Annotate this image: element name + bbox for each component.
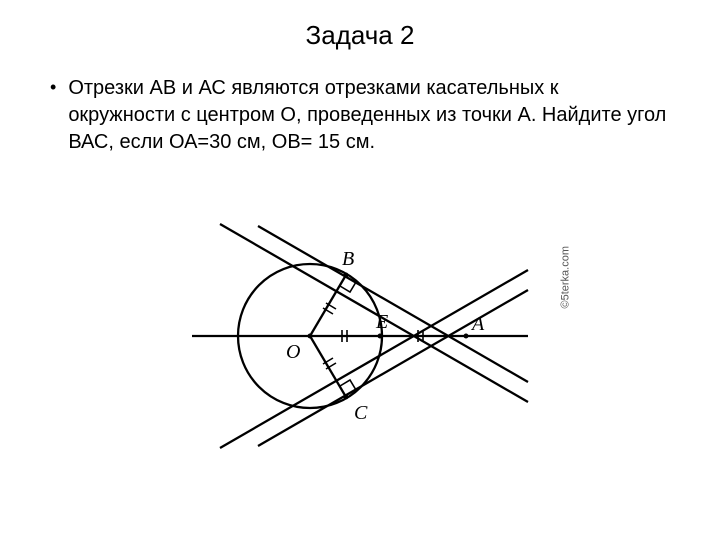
problem-text: Отрезки АВ и АС являются отрезками касат…: [68, 75, 670, 156]
label-c: C: [354, 402, 368, 424]
page-title: Задача 2: [50, 20, 670, 51]
point-o: [308, 334, 313, 339]
diagram-svg: O E A B C: [180, 186, 540, 466]
line-radius-oc: [310, 336, 346, 397]
point-e: [378, 334, 383, 339]
point-c: [344, 395, 349, 400]
bullet: •: [50, 75, 56, 100]
point-a: [464, 334, 469, 339]
point-b: [344, 273, 349, 278]
geometry-diagram: O E A B C ©5terka.com: [180, 186, 540, 466]
right-angle-c: [340, 380, 356, 390]
line-secant-top: [258, 290, 528, 446]
line-tangent-bottom: [220, 270, 528, 448]
line-radius-ob: [310, 275, 346, 336]
label-o: O: [286, 341, 300, 363]
label-b: B: [342, 248, 354, 270]
problem-statement: • Отрезки АВ и АС являются отрезками кас…: [50, 75, 670, 156]
image-credit: ©5terka.com: [560, 246, 572, 309]
diagram-container: O E A B C ©5terka.com: [50, 186, 670, 466]
right-angle-b: [340, 282, 356, 292]
label-a: A: [470, 313, 485, 335]
label-e: E: [375, 311, 388, 333]
